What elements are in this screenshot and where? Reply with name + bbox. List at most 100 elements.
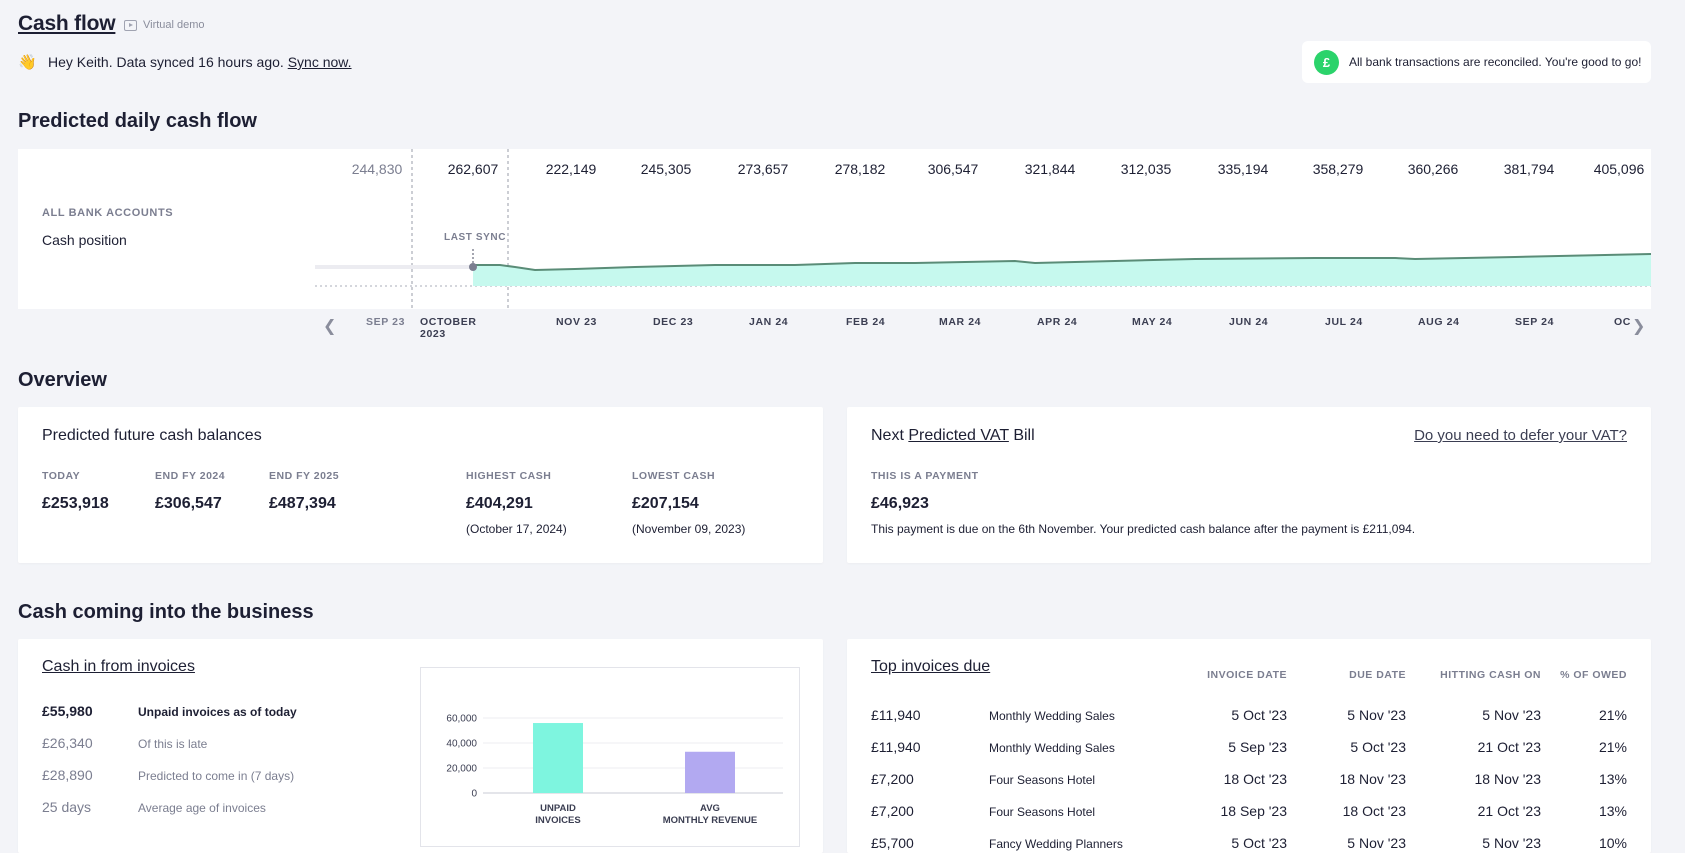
chevron-left-icon[interactable]: ❮	[323, 318, 337, 335]
invoices-card: Cash in from invoices £55,980 Unpaid inv…	[18, 639, 823, 853]
daily-value: 262,607	[447, 161, 499, 177]
forecast-area	[473, 254, 1651, 286]
overview-title: Overview	[18, 369, 107, 391]
predicted-value: £28,890	[42, 767, 93, 783]
daily-value: 358,279	[1312, 161, 1364, 177]
invoice-amount: £5,700	[871, 835, 914, 851]
top-invoices-link[interactable]: Top invoices due	[871, 658, 991, 675]
daily-value: 405,096	[1593, 161, 1645, 177]
pct-owed: 10%	[1598, 835, 1627, 851]
fy2025-value: £487,394	[269, 495, 336, 512]
due-date: 18 Nov '23	[1339, 771, 1407, 787]
invoice-date: 18 Sep '23	[1220, 803, 1287, 819]
daily-value: 273,657	[737, 161, 789, 177]
col-invoice-date: INVOICE DATE	[1207, 669, 1287, 681]
page-title: Cash flow	[18, 12, 116, 35]
daily-cashflow-chart[interactable]: LAST SYNC 244,830 262,607 222,149 245,30…	[315, 149, 1651, 309]
last-sync-label: LAST SYNC	[444, 232, 507, 243]
daily-value: 381,794	[1503, 161, 1555, 177]
daily-value: 335,194	[1217, 161, 1269, 177]
avg-age-value: 25 days	[42, 799, 92, 815]
chevron-right-icon[interactable]: ❯	[1632, 318, 1646, 335]
incoming-title: Cash coming into the business	[18, 601, 314, 623]
highest-cash-value: £404,291	[466, 495, 533, 512]
customer-name: Fancy Wedding Planners	[989, 837, 1123, 851]
invoice-amount: £11,940	[871, 739, 921, 755]
month-label: NOV 23	[556, 316, 597, 328]
daily-value: 312,035	[1120, 161, 1172, 177]
month-label: FEB 24	[846, 316, 886, 328]
hitting-cash-date: 18 Nov '23	[1474, 771, 1542, 787]
virtual-demo-label: Virtual demo	[143, 19, 205, 31]
pct-owed: 13%	[1598, 771, 1627, 787]
daily-value: 244,830	[351, 161, 403, 177]
month-label: OC	[1614, 316, 1631, 328]
invoice-amount: £7,200	[871, 803, 914, 819]
vat-bill-card: Next Predicted VAT Bill Do you need to d…	[847, 407, 1651, 563]
lowest-cash-date: (November 09, 2023)	[632, 522, 746, 536]
lowest-cash-label: LOWEST CASH	[632, 470, 716, 482]
daily-value: 306,547	[927, 161, 979, 177]
col-pct-owed: % OF OWED	[1560, 669, 1627, 681]
highest-cash-date: (October 17, 2024)	[466, 522, 567, 536]
cash-in-invoices-link[interactable]: Cash in from invoices	[42, 658, 195, 675]
virtual-demo-link[interactable]: Virtual demo	[124, 19, 205, 31]
cash-position-panel: ALL BANK ACCOUNTS Cash position	[18, 149, 315, 309]
unpaid-value: £55,980	[42, 703, 93, 719]
hitting-cash-date: 5 Nov '23	[1482, 707, 1541, 723]
invoice-date: 5 Sep '23	[1228, 739, 1287, 755]
predicted-vat-link[interactable]: Predicted VAT	[908, 427, 1009, 444]
invoice-amount: £11,940	[871, 707, 921, 723]
hitting-cash-date: 5 Nov '23	[1482, 835, 1541, 851]
daily-cashflow-title: Predicted daily cash flow	[18, 110, 257, 132]
late-value: £26,340	[42, 735, 93, 751]
month-label: MAR 24	[939, 316, 982, 328]
y-tick-label: 40,000	[446, 739, 477, 750]
daily-value: 222,149	[545, 161, 597, 177]
hitting-cash-date: 21 Oct '23	[1477, 803, 1541, 819]
x-category-label: MONTHLY REVENUE	[663, 815, 758, 826]
invoice-bar-chart: 60,000 40,000 20,000 0 UNPAID INVOICES AVG MONT…	[420, 667, 800, 847]
month-label: JUN 24	[1229, 316, 1269, 328]
x-category-label: UNPAID	[540, 803, 576, 814]
play-icon	[124, 19, 137, 31]
unpaid-label: Unpaid invoices as of today	[138, 705, 297, 719]
customer-name: Monthly Wedding Sales	[989, 741, 1115, 755]
greeting-text: Hey Keith. Data synced 16 hours ago.	[48, 54, 284, 70]
y-tick-label: 60,000	[446, 714, 477, 725]
due-date: 5 Nov '23	[1347, 707, 1406, 723]
late-label: Of this is late	[138, 737, 208, 751]
history-bar	[315, 265, 473, 269]
waving-hand-icon: 👋	[18, 54, 37, 71]
customer-name: Monthly Wedding Sales	[989, 709, 1115, 723]
x-category-label: AVG	[700, 803, 720, 814]
month-label: JAN 24	[749, 316, 789, 328]
future-balances-title: Predicted future cash balances	[42, 427, 262, 444]
invoice-date: 5 Oct '23	[1231, 835, 1287, 851]
bar	[533, 723, 583, 793]
invoice-date: 18 Oct '23	[1223, 771, 1287, 787]
sync-now-link[interactable]: Sync now.	[287, 54, 352, 70]
col-due-date: DUE DATE	[1349, 669, 1406, 681]
sync-status: 👋 Hey Keith. Data synced 16 hours ago. S…	[18, 53, 352, 71]
invoice-amount: £7,200	[871, 771, 914, 787]
fy2025-label: END FY 2025	[269, 470, 340, 482]
daily-value: 278,182	[834, 161, 886, 177]
daily-value: 245,305	[640, 161, 692, 177]
defer-vat-link[interactable]: Do you need to defer your VAT?	[1414, 427, 1627, 444]
bar	[685, 751, 735, 793]
reconciled-text: All bank transactions are reconciled. Yo…	[1349, 55, 1642, 69]
fy2024-label: END FY 2024	[155, 470, 226, 482]
due-date: 5 Oct '23	[1350, 739, 1406, 755]
highest-cash-label: HIGHEST CASH	[466, 470, 552, 482]
payment-type-label: THIS IS A PAYMENT	[871, 470, 979, 482]
lowest-cash-value: £207,154	[632, 495, 699, 512]
vat-amount: £46,923	[871, 495, 929, 512]
fy2024-value: £306,547	[155, 495, 222, 512]
customer-name: Four Seasons Hotel	[989, 773, 1096, 787]
top-invoices-card: Top invoices due INVOICE DATE DUE DATE H…	[847, 639, 1651, 853]
vat-title-prefix: Next	[871, 427, 904, 444]
customer-name: Four Seasons Hotel	[989, 805, 1096, 819]
future-balances-card: Predicted future cash balances TODAY £25…	[18, 407, 823, 563]
